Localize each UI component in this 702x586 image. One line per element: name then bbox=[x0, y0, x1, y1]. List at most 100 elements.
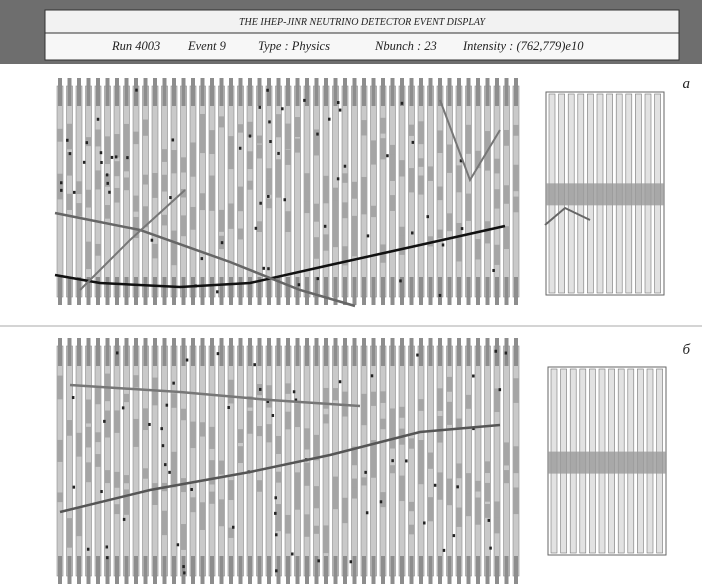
hit bbox=[96, 117, 100, 121]
hit-cell bbox=[418, 121, 424, 145]
hit bbox=[266, 399, 270, 403]
hit-cell bbox=[361, 404, 367, 426]
info-item: Event 9 bbox=[187, 39, 227, 53]
module-column bbox=[379, 345, 387, 577]
hit-cell bbox=[218, 209, 225, 232]
bottom-tube bbox=[58, 556, 62, 584]
hit-cell bbox=[484, 131, 491, 154]
hit bbox=[161, 444, 165, 448]
hit bbox=[472, 374, 475, 378]
hit bbox=[442, 548, 446, 552]
hit-cell bbox=[418, 175, 424, 195]
module-column bbox=[389, 85, 396, 298]
hit-cell bbox=[513, 487, 519, 515]
hit-cell bbox=[57, 375, 63, 400]
hit-cell bbox=[209, 491, 215, 504]
bottom-tube bbox=[419, 556, 423, 584]
hit bbox=[275, 569, 278, 573]
hit-cell bbox=[237, 124, 244, 133]
hit-cell bbox=[427, 497, 434, 520]
bottom-tube bbox=[438, 556, 442, 584]
module-column bbox=[256, 345, 263, 577]
bottom-tube bbox=[200, 277, 205, 305]
track bbox=[69, 383, 361, 408]
bottom-tube bbox=[504, 556, 509, 584]
hit-cell bbox=[247, 415, 253, 434]
hit-cell bbox=[209, 460, 215, 485]
hit bbox=[148, 422, 151, 426]
hit bbox=[504, 351, 508, 355]
hit-cell bbox=[446, 478, 453, 506]
hit-cell bbox=[427, 166, 434, 176]
module-column bbox=[66, 85, 73, 298]
top-tube bbox=[86, 338, 91, 366]
top-tube bbox=[124, 78, 129, 106]
top-tube bbox=[409, 78, 414, 106]
hit bbox=[294, 398, 298, 402]
hit-cell bbox=[285, 383, 291, 394]
top-tube bbox=[238, 78, 243, 106]
bottom-tube bbox=[257, 277, 262, 305]
hit-cell bbox=[484, 461, 491, 474]
bottom-tube bbox=[229, 277, 233, 305]
hit-cell bbox=[123, 475, 130, 484]
hit bbox=[400, 101, 404, 105]
top-tube bbox=[295, 338, 300, 366]
bottom-tube bbox=[333, 277, 338, 305]
hit-cell bbox=[57, 128, 63, 142]
top-tube bbox=[143, 338, 148, 366]
hit-cell bbox=[494, 158, 500, 174]
module-column bbox=[246, 85, 254, 298]
hit-cell bbox=[494, 244, 500, 265]
bottom-tube bbox=[333, 556, 338, 584]
bottom-tube bbox=[153, 277, 157, 305]
hit bbox=[281, 107, 284, 111]
hit-cell bbox=[380, 117, 386, 134]
hit bbox=[277, 151, 280, 155]
hit-cell bbox=[104, 205, 111, 219]
info-item: Type : Physics bbox=[258, 39, 330, 53]
hit-cell bbox=[503, 185, 510, 204]
top-tube bbox=[447, 78, 452, 106]
panel-label: б bbox=[682, 342, 690, 358]
hit-cell bbox=[475, 497, 481, 514]
bottom-tube bbox=[381, 556, 385, 584]
bottom-tube bbox=[504, 277, 509, 305]
hit-cell bbox=[332, 220, 339, 248]
top-tube bbox=[86, 78, 91, 106]
bottom-tube bbox=[381, 277, 385, 305]
hit-cell bbox=[114, 504, 120, 515]
module-column bbox=[85, 345, 92, 577]
hit-cell bbox=[190, 206, 196, 230]
hit-cell bbox=[266, 385, 272, 406]
hit bbox=[185, 358, 189, 362]
hit-cell bbox=[85, 241, 92, 270]
top-tube bbox=[219, 338, 224, 366]
bottom-tube bbox=[438, 277, 442, 305]
bottom-tube bbox=[476, 277, 480, 305]
bottom-tube bbox=[400, 277, 404, 305]
module-column bbox=[170, 85, 178, 298]
hit bbox=[169, 196, 172, 200]
hit-cell bbox=[418, 463, 424, 485]
track bbox=[544, 206, 591, 226]
hit-cell bbox=[104, 470, 111, 484]
hit-cell bbox=[275, 504, 282, 532]
bottom-tube bbox=[86, 277, 91, 305]
hit bbox=[85, 141, 89, 145]
hit-cell bbox=[304, 428, 310, 450]
bottom-tube bbox=[96, 277, 100, 305]
hit-cell bbox=[275, 114, 282, 138]
hit-cell bbox=[218, 503, 225, 527]
side-band bbox=[548, 451, 666, 474]
module-column bbox=[379, 85, 387, 298]
hit-cell bbox=[313, 486, 320, 509]
hit-cell bbox=[66, 523, 73, 548]
hit-cell bbox=[484, 482, 491, 502]
hit bbox=[423, 521, 426, 525]
hit-cell bbox=[408, 524, 415, 535]
hit-cell bbox=[85, 399, 92, 424]
hit bbox=[165, 403, 169, 407]
hit bbox=[108, 190, 111, 194]
